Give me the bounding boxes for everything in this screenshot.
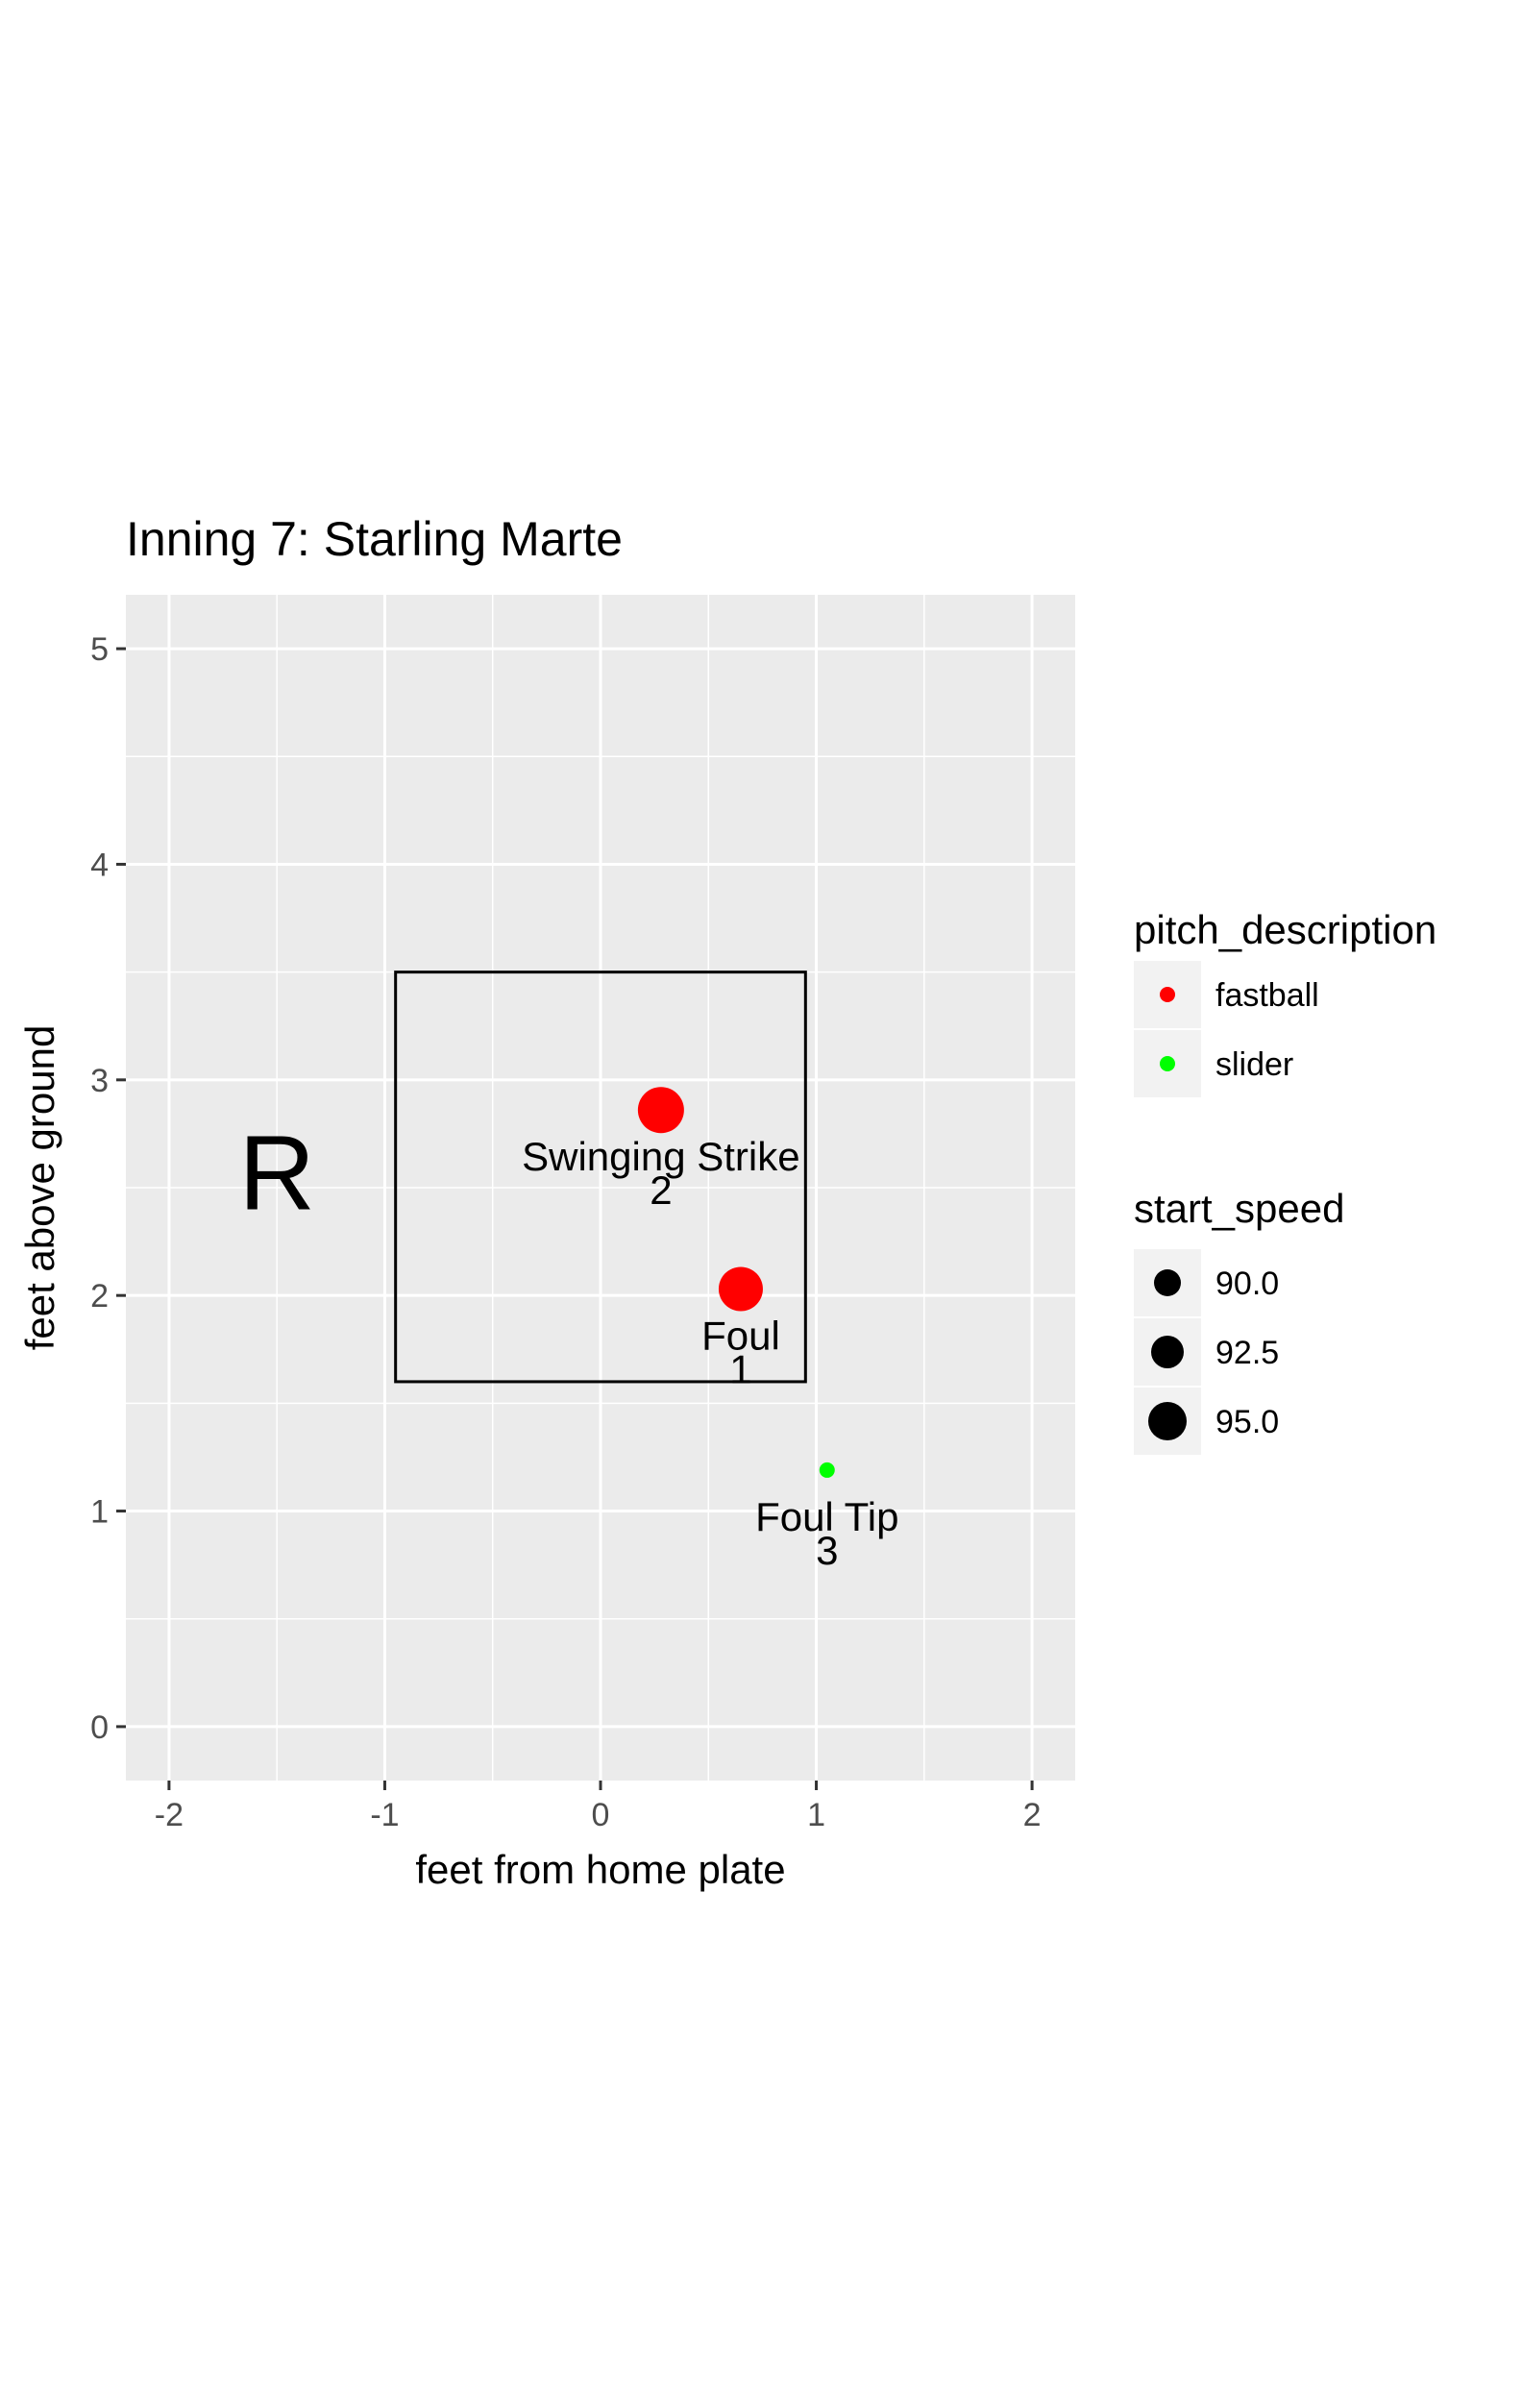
y-tick-label: 2 — [90, 1278, 109, 1315]
batter-side-label: R — [238, 1114, 314, 1232]
legend-size-swatch — [1148, 1402, 1187, 1440]
data-points — [637, 1087, 835, 1478]
x-tick-label: -2 — [155, 1797, 184, 1833]
pitch-description-label: Foul Tip — [755, 1494, 898, 1539]
legend-size-swatch — [1154, 1269, 1181, 1296]
legend-color-swatch — [1160, 987, 1175, 1002]
pitch-point — [819, 1462, 835, 1478]
y-tick-label: 4 — [90, 847, 109, 883]
pitch-point — [718, 1266, 763, 1312]
y-tick-label: 3 — [90, 1063, 109, 1099]
y-tick-label: 0 — [90, 1709, 109, 1746]
strike-zone — [394, 971, 807, 1384]
pitch-number-label: 1 — [729, 1346, 751, 1391]
x-tick-label: -1 — [370, 1797, 399, 1833]
legend-size-swatch — [1151, 1336, 1184, 1368]
x-tick-label: 1 — [807, 1797, 825, 1833]
legend-color-swatch — [1160, 1056, 1175, 1071]
legend-size-label: 92.5 — [1215, 1335, 1279, 1371]
y-axis: 0 1 2 3 4 5 — [90, 631, 126, 1746]
legend-size-label: 90.0 — [1215, 1265, 1279, 1302]
legend-color-label: slider — [1215, 1046, 1293, 1083]
legend: pitch_description fastball slider start_spe… — [1134, 907, 1436, 1455]
pitch-number-label: 2 — [650, 1167, 672, 1213]
x-tick-label: 2 — [1023, 1797, 1042, 1833]
y-tick-label: 1 — [90, 1494, 109, 1531]
pitch-description-label: Foul — [701, 1313, 780, 1358]
pitch-description-label: Swinging Strike — [522, 1134, 799, 1179]
y-axis-label: feet above ground — [17, 1025, 62, 1351]
x-axis: -2 -1 0 1 2 — [155, 1781, 1042, 1833]
pitch-number-label: 3 — [816, 1528, 838, 1573]
size-legend-title: start_speed — [1134, 1186, 1344, 1231]
y-tick-label: 5 — [90, 631, 109, 668]
chart-title: Inning 7: Starling Marte — [126, 512, 623, 566]
x-axis-label: feet from home plate — [415, 1847, 785, 1892]
legend-size-label: 95.0 — [1215, 1404, 1279, 1440]
color-legend-title: pitch_description — [1134, 907, 1436, 952]
legend-color-label: fastball — [1215, 977, 1319, 1014]
major-gridlines — [126, 595, 1075, 1781]
x-tick-label: 0 — [592, 1797, 610, 1833]
pitch-point — [637, 1087, 684, 1134]
